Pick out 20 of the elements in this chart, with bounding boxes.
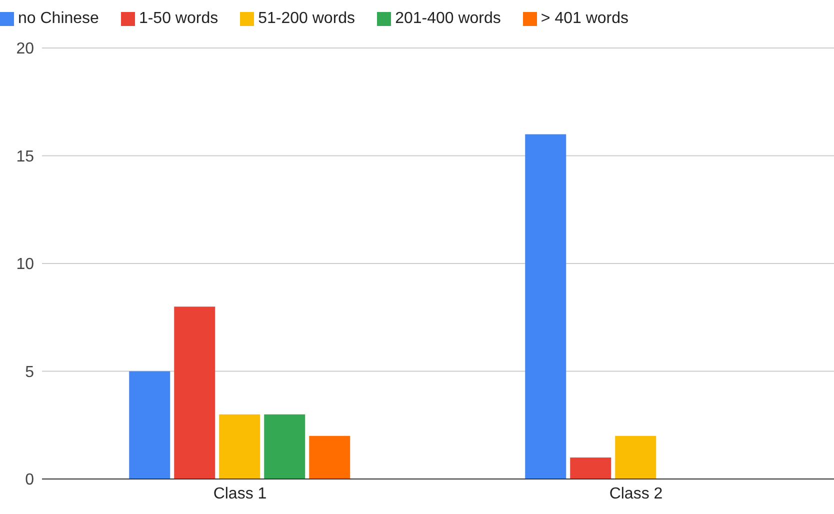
bar [309,436,350,479]
y-tick-label: 20 [16,40,34,58]
legend-label: 51-200 words [258,10,356,27]
bar [219,414,260,479]
x-tick-label: Class 1 [213,485,267,502]
bar [129,371,170,479]
legend-label: no Chinese [18,10,99,27]
x-tick-label: Class 2 [609,485,663,502]
legend-label: 1-50 words [138,10,218,27]
legend-label: > 401 words [540,10,629,27]
y-tick-label: 10 [16,256,34,274]
bar [174,306,216,479]
bar [615,436,656,479]
y-tick-label: 0 [25,472,34,489]
bar [264,414,306,479]
y-tick-label: 15 [16,148,34,166]
bar [525,134,566,479]
legend-label: 201-400 words [395,10,501,27]
bar [570,457,612,479]
y-tick-label: 5 [25,364,34,381]
